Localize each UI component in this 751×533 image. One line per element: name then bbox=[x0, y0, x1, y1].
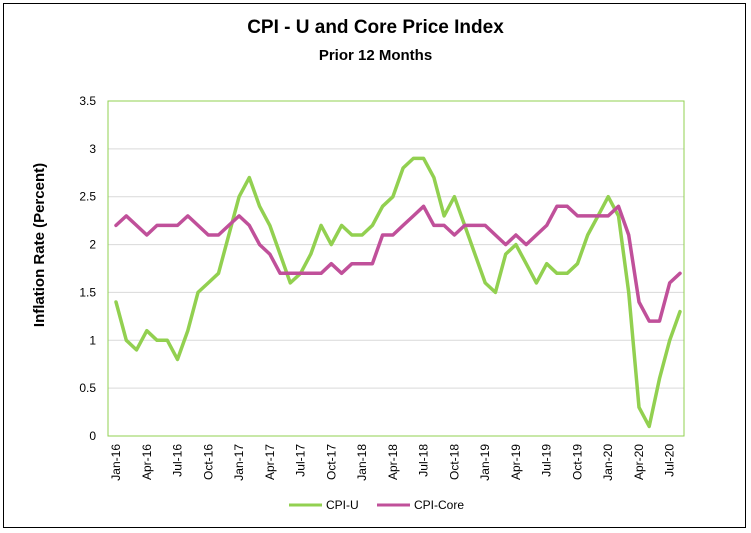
y-tick-label: 1.5 bbox=[79, 285, 96, 299]
x-tick-label: Apr-16 bbox=[140, 444, 154, 480]
x-tick-label: Jan-20 bbox=[601, 444, 615, 481]
x-tick-label: Jan-16 bbox=[109, 444, 123, 481]
x-tick-label: Apr-19 bbox=[509, 444, 523, 480]
y-tick-label: 1 bbox=[89, 333, 96, 347]
x-tick-label: Jul-16 bbox=[171, 444, 185, 477]
x-tick-label: Jan-19 bbox=[478, 444, 492, 481]
x-tick-label: Oct-19 bbox=[570, 444, 584, 480]
x-axis-ticks: Jan-16 Apr-16 Jul-16 Oct-16 Jan-17 Apr-17 Jul-… bbox=[109, 444, 677, 481]
y-tick-label: 2.5 bbox=[79, 190, 96, 204]
chart-title: CPI - U and Core Price Index bbox=[247, 17, 504, 38]
series-lines bbox=[114, 156, 682, 429]
x-tick-label: Jul-18 bbox=[417, 444, 431, 477]
y-tick-label: 3 bbox=[89, 142, 96, 156]
legend: CPI-U CPI-Core bbox=[289, 498, 464, 512]
chart-frame bbox=[3, 3, 746, 528]
x-tick-label: Jul-17 bbox=[294, 444, 308, 477]
series-line-cpi-u bbox=[114, 156, 682, 429]
x-tick-label: Jul-19 bbox=[540, 444, 554, 477]
y-tick-label: 2 bbox=[89, 238, 96, 252]
x-tick-label: Apr-20 bbox=[632, 444, 646, 480]
x-tick-label: Oct-16 bbox=[201, 444, 215, 480]
x-tick-label: Apr-17 bbox=[263, 444, 277, 480]
y-axis-label: Inflation Rate (Percent) bbox=[31, 163, 48, 327]
legend-label-cpi-u: CPI-U bbox=[326, 498, 359, 512]
plot-area-border bbox=[107, 100, 685, 437]
x-tick-label: Jan-17 bbox=[232, 444, 246, 481]
gridlines bbox=[108, 148, 684, 389]
x-tick-label: Jul-20 bbox=[663, 444, 677, 477]
chart-subtitle: Prior 12 Months bbox=[318, 47, 433, 64]
y-tick-label: 0 bbox=[89, 429, 96, 443]
y-tick-label: 0.5 bbox=[79, 381, 96, 395]
series-line-cpi-core bbox=[114, 204, 682, 323]
x-tick-label: Oct-18 bbox=[447, 444, 461, 480]
y-tick-label: 3.5 bbox=[79, 94, 96, 108]
legend-label-cpi-core: CPI-Core bbox=[414, 498, 464, 512]
x-tick-label: Apr-18 bbox=[386, 444, 400, 480]
y-axis-ticks: 0 0.5 1 1.5 2 2.5 3 3.5 bbox=[79, 94, 96, 443]
x-tick-label: Oct-17 bbox=[324, 444, 338, 480]
x-tick-label: Jan-18 bbox=[355, 444, 369, 481]
